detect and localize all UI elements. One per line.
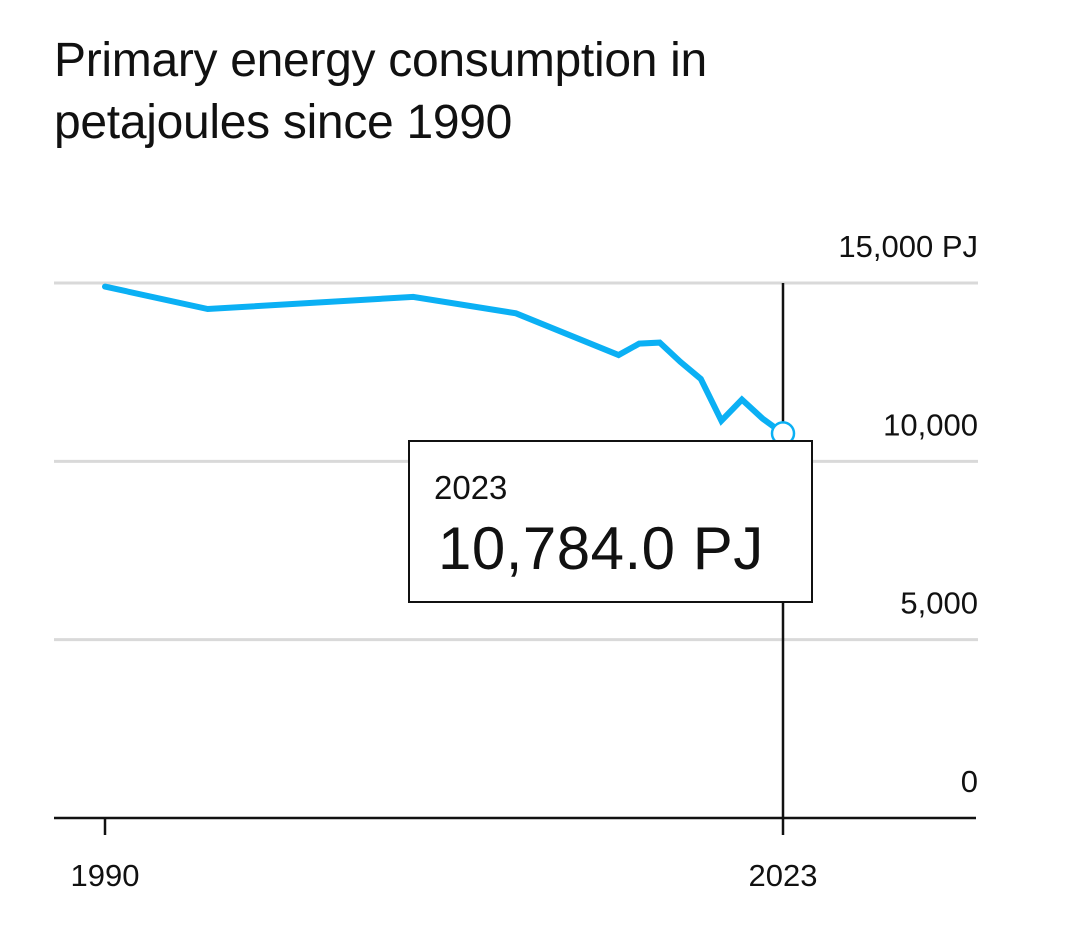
- chart-subtitle: Primary energy consumption in petajoules…: [54, 34, 707, 149]
- series-layer: [102, 283, 796, 446]
- tooltip-year: 2023: [434, 469, 508, 506]
- y-tick-label: 5,000: [900, 586, 978, 621]
- series-line: [102, 283, 786, 437]
- tick-labels: 15,000 PJ 10,000 5,000 0 1990 2023: [71, 229, 978, 893]
- tooltip-value: 10,784.0 PJ: [438, 515, 764, 582]
- x-tick-label: 2023: [749, 858, 818, 893]
- y-tick-label: 0: [961, 764, 978, 799]
- x-tick-label: 1990: [71, 858, 140, 893]
- y-tick-label: 10,000: [883, 407, 978, 442]
- hover-tooltip: 2023 10,784.0 PJ: [408, 440, 813, 603]
- y-tick-label: 15,000 PJ: [838, 229, 978, 264]
